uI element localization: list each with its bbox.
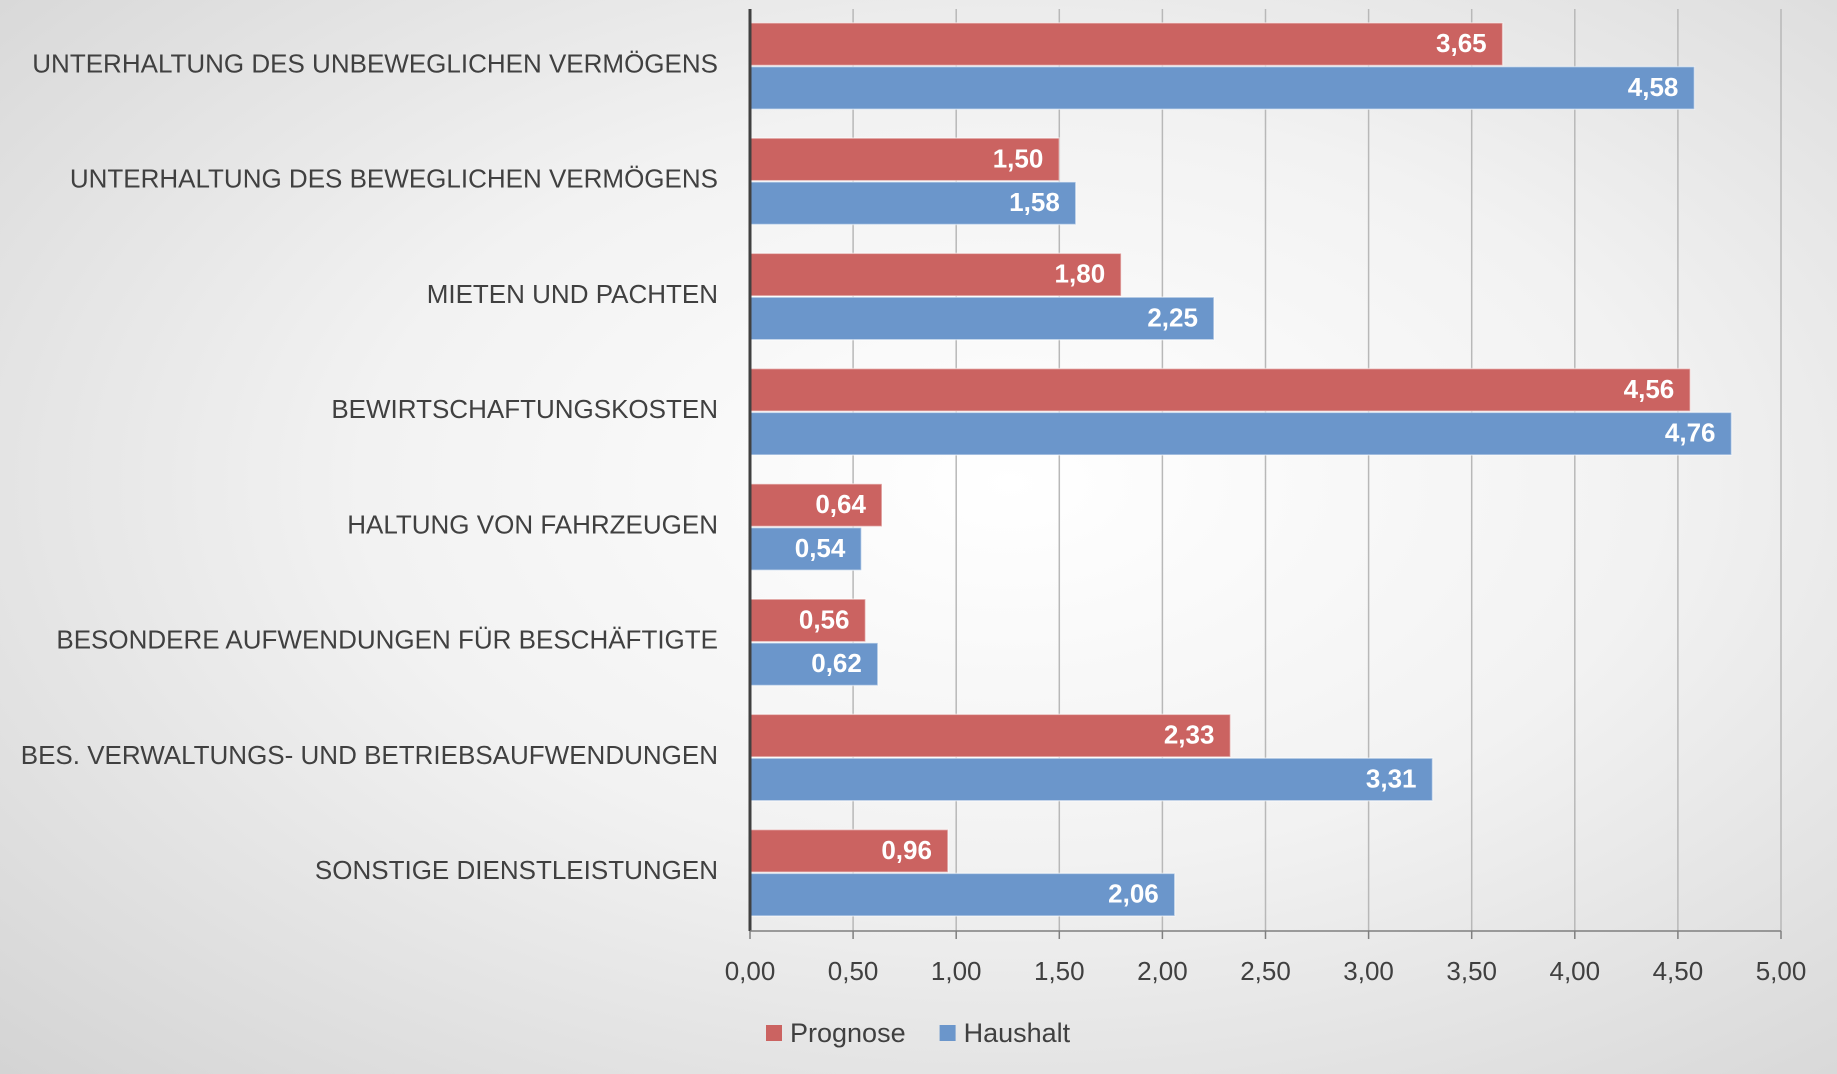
value-label: 0,56	[799, 604, 850, 634]
value-label: 3,31	[1366, 763, 1417, 793]
category-label: HALTUNG VON FAHRZEUGEN	[347, 509, 718, 539]
bar	[749, 65, 1696, 111]
category-label: BESONDERE AUFWENDUNGEN FÜR BESCHÄFTIGTE	[56, 625, 718, 655]
value-label: 1,58	[1009, 187, 1060, 217]
value-label: 3,65	[1436, 28, 1487, 58]
value-label: 2,25	[1147, 302, 1198, 332]
legend-swatch	[939, 1025, 956, 1041]
bar	[749, 713, 1232, 758]
value-label: 4,56	[1624, 374, 1675, 404]
category-label: BEWIRTSCHAFTUNGSKOSTEN	[331, 394, 718, 424]
bar	[749, 22, 1504, 67]
bar	[749, 181, 1077, 226]
value-label: 0,64	[815, 489, 866, 519]
legend-swatch	[766, 1025, 782, 1041]
category-label: BES. VERWALTUNGS- UND BETRIEBSAUFWENDUNG…	[21, 740, 718, 770]
value-label: 1,80	[1055, 259, 1106, 289]
value-label: 4,76	[1665, 418, 1716, 448]
bar	[749, 757, 1434, 802]
x-tick-label: 5,00	[1756, 956, 1807, 986]
x-tick-label: 2,50	[1240, 956, 1291, 986]
category-label: UNTERHALTUNG DES UNBEWEGLICHEN VERMÖGENS	[32, 48, 718, 78]
x-tick-label: 1,00	[931, 956, 982, 986]
x-tick-label: 1,50	[1034, 956, 1085, 986]
bar	[749, 137, 1061, 182]
x-tick-label: 4,00	[1549, 956, 1600, 986]
value-label: 0,54	[795, 533, 846, 563]
value-label: 1,50	[993, 143, 1044, 173]
value-label: 2,06	[1108, 879, 1159, 909]
bar	[749, 483, 883, 528]
x-tick-label: 0,50	[828, 956, 879, 986]
bar	[749, 411, 1733, 456]
value-label: 0,62	[811, 648, 862, 678]
value-label: 2,33	[1164, 720, 1215, 750]
x-tick-label: 3,50	[1446, 956, 1497, 986]
x-tick-label: 2,00	[1137, 956, 1188, 986]
value-label: 4,58	[1628, 72, 1679, 102]
bar	[749, 872, 1176, 917]
x-tick-label: 3,00	[1343, 956, 1394, 986]
x-tick-label: 4,50	[1653, 956, 1704, 986]
legend-label: Prognose	[790, 1018, 906, 1048]
bar	[749, 367, 1692, 412]
category-label: UNTERHALTUNG DES BEWEGLICHEN VERMÖGENS	[70, 164, 718, 194]
legend-label: Haushalt	[964, 1018, 1071, 1048]
category-label: SONSTIGE DIENSTLEISTUNGEN	[315, 855, 718, 885]
category-label: MIETEN UND PACHTEN	[427, 279, 718, 309]
bar	[749, 642, 879, 687]
bar	[749, 526, 863, 572]
bar	[749, 296, 1215, 341]
x-tick-label: 0,00	[725, 956, 776, 986]
value-label: 0,96	[881, 835, 932, 865]
bar	[749, 828, 949, 873]
bar	[749, 252, 1122, 297]
